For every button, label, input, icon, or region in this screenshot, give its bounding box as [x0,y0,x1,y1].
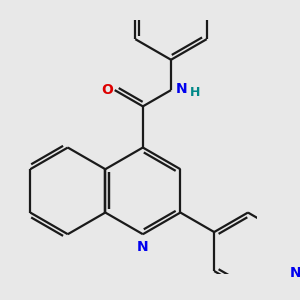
Text: H: H [189,86,200,99]
Text: N: N [289,266,300,280]
Text: O: O [101,83,113,97]
Text: N: N [175,82,187,96]
Text: N: N [137,240,149,254]
